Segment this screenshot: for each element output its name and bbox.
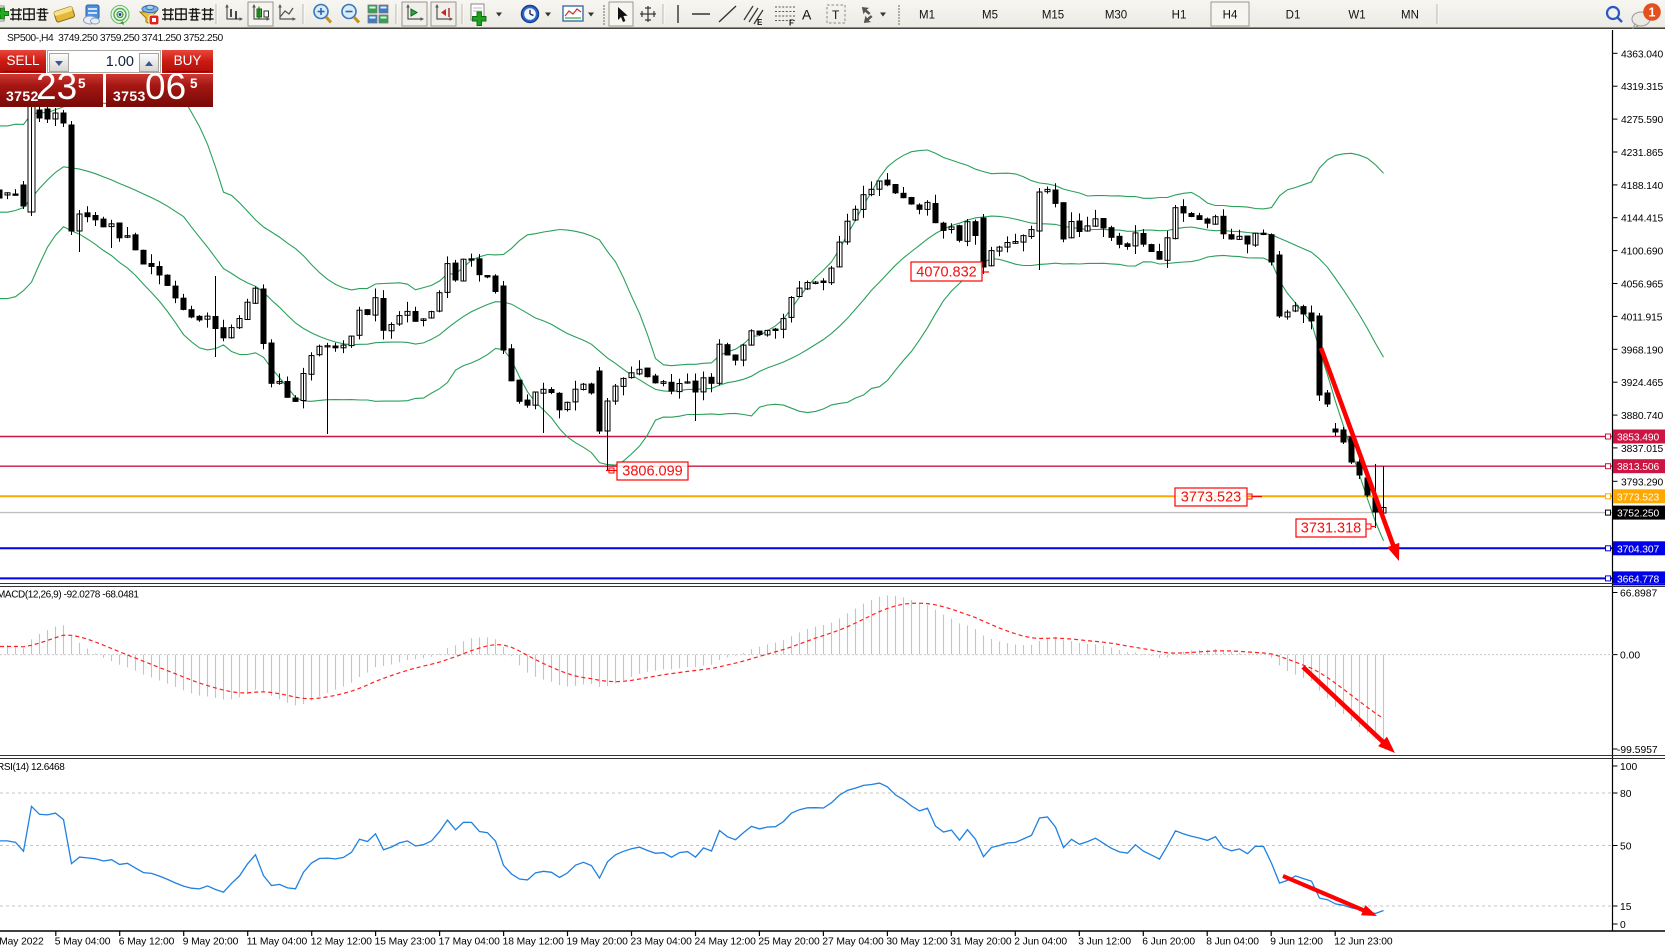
svg-text:3968.190: 3968.190 [1621, 345, 1664, 356]
svg-text:F: F [789, 19, 794, 28]
svg-text:15: 15 [1620, 902, 1632, 913]
svg-text:3752.250: 3752.250 [1617, 509, 1660, 520]
svg-text:-99.5957: -99.5957 [1617, 745, 1658, 756]
svg-text:3806.099: 3806.099 [622, 464, 682, 480]
svg-text:100: 100 [1620, 762, 1637, 773]
svg-text:4144.415: 4144.415 [1621, 214, 1664, 225]
svg-text:H1: H1 [1172, 10, 1187, 22]
svg-text:W1: W1 [1348, 10, 1365, 22]
svg-text:3837.015: 3837.015 [1621, 444, 1664, 455]
svg-text:24 May 12:00: 24 May 12:00 [695, 937, 757, 948]
svg-text:1: 1 [1649, 6, 1656, 20]
svg-text:5 May 04:00: 5 May 04:00 [55, 937, 111, 948]
svg-text:15 May 23:00: 15 May 23:00 [375, 937, 437, 948]
svg-text:6 Jun 20:00: 6 Jun 20:00 [1142, 937, 1195, 948]
svg-text:23 May 04:00: 23 May 04:00 [631, 937, 693, 948]
svg-text:25 May 20:00: 25 May 20:00 [758, 937, 820, 948]
svg-text:D1: D1 [1286, 10, 1301, 22]
svg-text:18 May 12:00: 18 May 12:00 [503, 937, 565, 948]
svg-text:4231.865: 4231.865 [1621, 148, 1664, 159]
svg-text:3880.740: 3880.740 [1621, 411, 1664, 422]
svg-text:3704.307: 3704.307 [1617, 544, 1660, 555]
svg-text:17 May 04:00: 17 May 04:00 [439, 937, 501, 948]
svg-text:3924.465: 3924.465 [1621, 378, 1664, 389]
svg-text:3664.778: 3664.778 [1617, 574, 1660, 585]
svg-text:80: 80 [1620, 789, 1632, 800]
svg-text:31 May 20:00: 31 May 20:00 [950, 937, 1012, 948]
svg-text:4275.590: 4275.590 [1621, 115, 1664, 126]
svg-text:3813.506: 3813.506 [1617, 462, 1660, 473]
svg-text:4363.040: 4363.040 [1621, 49, 1664, 60]
svg-text:3853.490: 3853.490 [1617, 433, 1660, 444]
svg-text:6 May 12:00: 6 May 12:00 [119, 937, 175, 948]
svg-text:4100.690: 4100.690 [1621, 247, 1664, 258]
svg-text:4319.315: 4319.315 [1621, 82, 1664, 93]
svg-text:3773.523: 3773.523 [1181, 490, 1241, 506]
svg-text:12 May 12:00: 12 May 12:00 [311, 937, 373, 948]
svg-text:4188.140: 4188.140 [1621, 181, 1664, 192]
svg-text:9 May 20:00: 9 May 20:00 [183, 937, 239, 948]
svg-text:0.00: 0.00 [1620, 651, 1640, 662]
svg-text:M5: M5 [982, 10, 998, 22]
svg-text:11 May 04:00: 11 May 04:00 [247, 937, 308, 948]
svg-text:2 Jun 04:00: 2 Jun 04:00 [1014, 937, 1067, 948]
svg-text:H4: H4 [1223, 10, 1238, 22]
svg-text:E: E [757, 18, 763, 27]
svg-text:9 Jun 12:00: 9 Jun 12:00 [1270, 937, 1323, 948]
svg-text:19 May 20:00: 19 May 20:00 [567, 937, 629, 948]
svg-text:MACD(12,26,9) -92.0278 -68.048: MACD(12,26,9) -92.0278 -68.0481 [0, 590, 139, 601]
svg-text:8 Jun 04:00: 8 Jun 04:00 [1206, 937, 1259, 948]
svg-text:0: 0 [1620, 920, 1626, 931]
svg-text:4 May 2022: 4 May 2022 [0, 937, 44, 948]
svg-text:4056.965: 4056.965 [1621, 280, 1664, 291]
svg-text:T: T [832, 8, 840, 22]
svg-text:RSI(14) 12.6468: RSI(14) 12.6468 [0, 762, 65, 773]
svg-text:3773.523: 3773.523 [1617, 492, 1660, 503]
svg-text:3731.318: 3731.318 [1301, 521, 1361, 537]
svg-text:MN: MN [1401, 10, 1419, 22]
svg-text:12 Jun 23:00: 12 Jun 23:00 [1334, 937, 1393, 948]
svg-text:27 May 04:00: 27 May 04:00 [822, 937, 884, 948]
svg-text:4070.832: 4070.832 [916, 265, 976, 281]
svg-text:3793.290: 3793.290 [1621, 477, 1664, 488]
svg-text:A: A [802, 7, 812, 23]
svg-text:M30: M30 [1105, 10, 1127, 22]
svg-text:66.8987: 66.8987 [1620, 589, 1657, 600]
svg-text:M15: M15 [1042, 10, 1064, 22]
svg-text:3 Jun 12:00: 3 Jun 12:00 [1078, 937, 1131, 948]
svg-text:30 May 12:00: 30 May 12:00 [886, 937, 948, 948]
svg-text:50: 50 [1620, 842, 1632, 853]
svg-text:M1: M1 [919, 10, 935, 22]
svg-text:4011.915: 4011.915 [1621, 312, 1663, 323]
